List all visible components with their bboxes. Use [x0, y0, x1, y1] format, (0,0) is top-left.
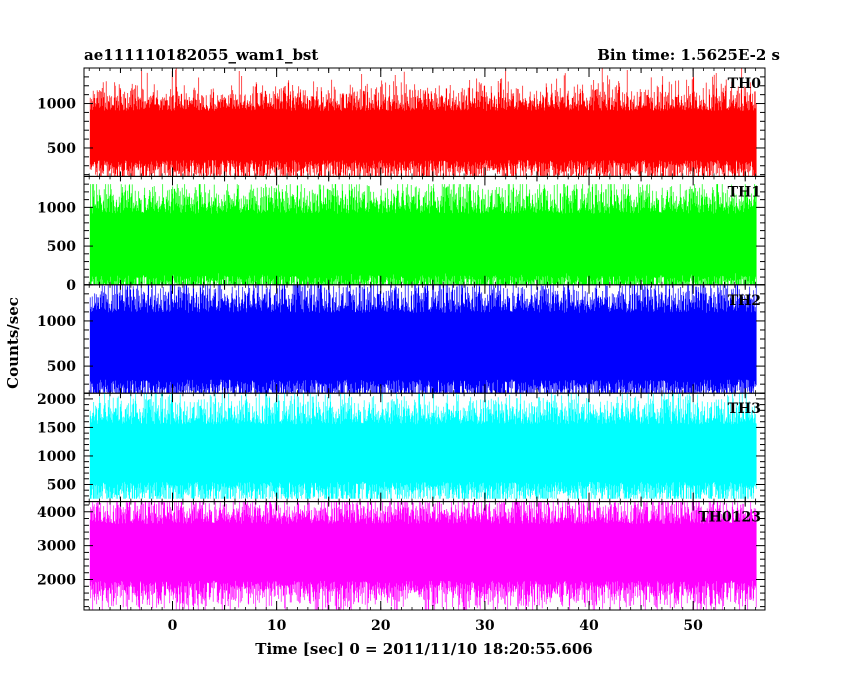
chart-title-right: Bin time: 1.5625E-2 s [597, 46, 780, 64]
series-th1 [89, 184, 757, 285]
y-tick-label: 3000 [37, 539, 76, 555]
y-tick-label: 500 [47, 141, 76, 157]
panels-group: 500 1000 TH0 0 500 1000 TH1 500 1000 TH2 500 1000 15… [37, 67, 766, 611]
x-tick-label: 30 [475, 618, 495, 634]
series-th3 [89, 393, 757, 499]
x-axis-label: Time [sec] 0 = 2011/11/10 18:20:55.606 [255, 640, 592, 658]
y-tick-label: 500 [47, 477, 76, 493]
y-axis-label: Counts/sec [4, 297, 22, 389]
chart-title-left: ae111110182055_wam1_bst [84, 46, 318, 64]
series-th0 [89, 68, 757, 177]
panel-label-th1: TH1 [728, 184, 761, 200]
y-tick-label: 4000 [37, 505, 76, 521]
y-tick-label: 2000 [37, 573, 76, 589]
y-tick-label: 1000 [37, 314, 76, 330]
panel-label-th2: TH2 [728, 293, 761, 309]
y-tick-label: 500 [47, 239, 76, 255]
y-tick-label: 2000 [37, 392, 76, 408]
y-tick-label: 500 [47, 359, 76, 375]
x-tick-labels: 0 10 20 30 40 50 [168, 618, 704, 634]
x-tick-label: 40 [579, 618, 599, 634]
y-tick-label: 0 [66, 278, 76, 294]
panel-label-th3: TH3 [728, 401, 761, 417]
x-tick-label: 50 [683, 618, 703, 634]
panel-label-th0: TH0 [728, 76, 762, 92]
y-tick-label: 1000 [37, 97, 76, 113]
series-th0123 [89, 501, 757, 610]
y-tick-label: 1500 [37, 420, 76, 436]
x-tick-label: 20 [371, 618, 391, 634]
panel-frame [83, 501, 766, 611]
x-tick-label: 10 [267, 618, 287, 634]
panel-th0: 500 1000 TH0 [37, 67, 766, 177]
panel-th1: 0 500 1000 TH1 [37, 175, 766, 294]
panel-th3: 500 1000 1500 2000 TH3 [37, 392, 766, 503]
y-tick-label: 1000 [37, 200, 76, 216]
y-tick-label: 1000 [37, 449, 76, 465]
series-th2 [89, 284, 757, 394]
panel-label-th0123: TH0123 [698, 510, 761, 526]
x-tick-label: 0 [168, 618, 178, 634]
panel-th2: 500 1000 TH2 [37, 284, 766, 394]
panel-th0123: 2000 3000 4000 TH0123 [37, 501, 766, 611]
